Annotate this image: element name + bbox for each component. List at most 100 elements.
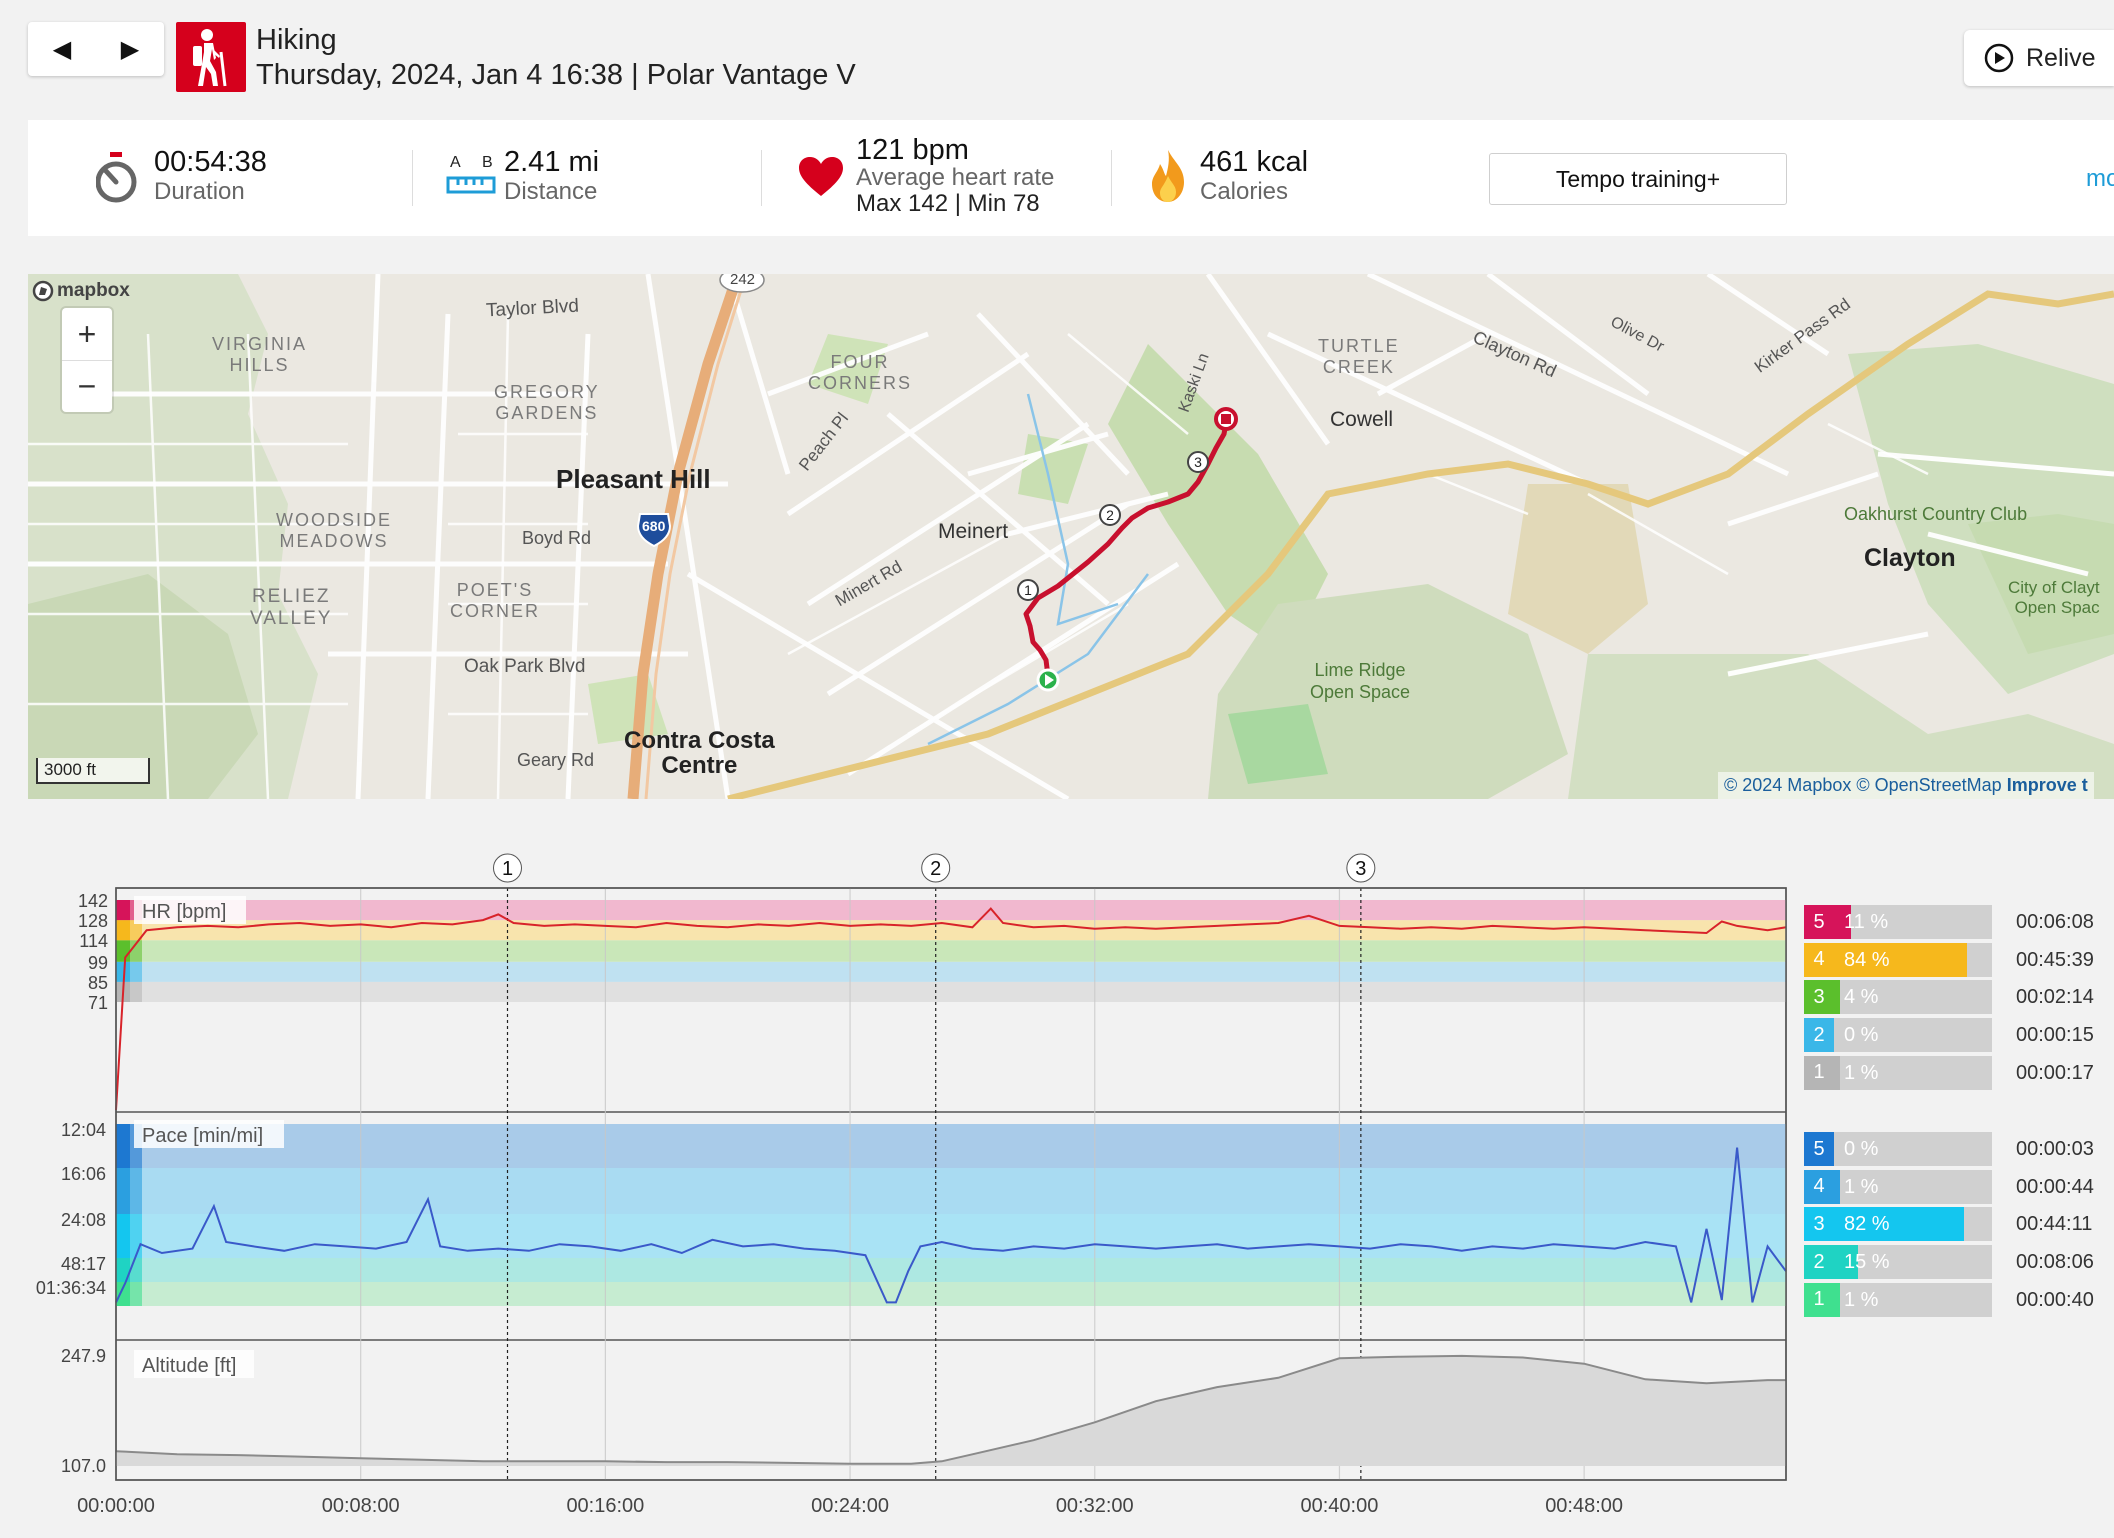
pace-zone-marker: [130, 1258, 142, 1282]
activity-charts[interactable]: 00:00:00 00:08:00 00:16:00 00:24:00 00:32:00…: [28, 846, 1800, 1536]
hr-zone-number: 4: [1804, 942, 1834, 977]
hr-zone-row: 1 1 % 00:00:17: [1804, 1055, 2114, 1090]
pace-zone-marker: [116, 1168, 130, 1214]
map-label: FOUR CORNERS: [808, 352, 913, 393]
pace-zone-row: 2 15 % 00:08:06: [1804, 1245, 2114, 1280]
improve-link[interactable]: Improve t: [2006, 775, 2088, 795]
pace-zone-time: 00:00:03: [2016, 1138, 2094, 1160]
pace-zone-percent: 15 %: [1844, 1251, 1890, 1274]
hr-zone-marker: [130, 961, 142, 982]
attribution-text[interactable]: © 2024 Mapbox © OpenStreetMap: [1724, 775, 2002, 795]
pace-zone-marker: [130, 1214, 142, 1258]
more-link[interactable]: mo: [2086, 165, 2114, 192]
map-base: [28, 274, 2114, 799]
lap-marker[interactable]: 1: [1017, 579, 1039, 601]
calories-value: 461 kcal: [1200, 146, 1309, 178]
lap-circle: [493, 853, 523, 883]
hr-zone-bar-bg: [1834, 1055, 1992, 1090]
hr-title: HR [bpm]: [142, 901, 226, 923]
next-arrow-icon: ▶: [120, 35, 140, 63]
activity-nav: ◀ ▶: [28, 22, 164, 76]
hr-value: 121 bpm: [856, 134, 969, 166]
hr-zone-marker: [130, 920, 142, 941]
pace-zone-percent: 1 %: [1844, 1288, 1879, 1311]
pace-zone-percent: 1 %: [1844, 1175, 1879, 1198]
pace-zone-bar-fill: [1834, 1282, 1840, 1317]
pace-zone-number: 5: [1804, 1132, 1834, 1166]
previous-activity-button[interactable]: ◀: [28, 22, 96, 76]
hr-zone-bar-bg: [1834, 1018, 1992, 1053]
pace-zone-band: [116, 1214, 1786, 1258]
x-tick-label: 00:32:00: [1056, 1495, 1134, 1517]
pace-zone-band: [116, 1258, 1786, 1282]
duration-label: Duration: [154, 178, 245, 205]
pace-zone-percent: 82 %: [1844, 1213, 1890, 1236]
relive-button[interactable]: Relive: [1964, 30, 2114, 86]
pace-title-bg: [134, 1120, 284, 1148]
hr-zone-percent: 84 %: [1844, 948, 1890, 971]
training-benefit-button[interactable]: Tempo training+: [1489, 153, 1787, 205]
altitude-y-tick: 107.0: [61, 1456, 106, 1476]
pace-zone-row: 1 1 % 00:00:40: [1804, 1282, 2114, 1317]
pace-zone-bar-fill: [1834, 1169, 1840, 1204]
lap-label: 1: [502, 858, 513, 880]
hr-zone-row: 4 84 % 00:45:39: [1804, 942, 2114, 977]
map-label: POET'S CORNER: [450, 580, 541, 621]
flame-icon: [1152, 150, 1184, 202]
divider: [412, 150, 413, 206]
prev-arrow-icon: ◀: [52, 35, 72, 63]
x-tick-label: 00:24:00: [811, 1495, 889, 1517]
hiking-icon: [176, 22, 246, 92]
hr-zone-bar-bg: [1834, 980, 1992, 1015]
pace-zone-marker: [116, 1258, 130, 1282]
map-attribution: © 2024 Mapbox © OpenStreetMap Improve t: [1718, 772, 2094, 799]
hr-label: Average heart rate: [856, 164, 1055, 191]
pace-title: Pace [min/mi]: [142, 1125, 263, 1147]
map-label: 242: [730, 274, 756, 288]
hr-y-tick: 99: [88, 953, 108, 973]
pace-zone-time: 00:00:40: [2016, 1288, 2094, 1311]
heart-icon: [799, 157, 843, 196]
lap-marker[interactable]: 2: [1099, 504, 1121, 526]
pace-y-tick: 24:08: [61, 1210, 106, 1230]
next-activity-button[interactable]: ▶: [96, 22, 164, 76]
divider: [761, 150, 762, 206]
hr-zone-number: 2: [1804, 1018, 1834, 1053]
zoom-in-button[interactable]: +: [77, 315, 97, 352]
hr-zone-row: 5 11 % 00:06:08: [1804, 905, 2114, 939]
hr-zone-time: 00:06:08: [2016, 911, 2094, 933]
map-label: Boyd Rd: [522, 528, 592, 548]
hr-zone-time: 00:02:14: [2016, 986, 2094, 1009]
calories-label: Calories: [1200, 178, 1289, 205]
pace-zone-marker: [116, 1282, 130, 1306]
map-label: WOODSIDE MEADOWS: [276, 510, 393, 551]
mapbox-logo[interactable]: mapbox: [32, 280, 130, 302]
zoom-out-button[interactable]: −: [62, 360, 112, 412]
pace-zone-time: 00:44:11: [2016, 1213, 2093, 1236]
lap-circle: [1346, 853, 1376, 883]
route-map[interactable]: 1 2 3 242 680 Taylor Blvd VIRGINIA HILLS…: [28, 274, 2114, 799]
hr-zone-time: 00:45:39: [2016, 948, 2094, 971]
pace-y-tick: 48:17: [61, 1254, 106, 1274]
hr-zone-percent: 0 %: [1844, 1024, 1879, 1047]
map-label: VIRGINIA HILLS: [212, 334, 308, 375]
x-tick-label: 00:40:00: [1301, 1495, 1379, 1517]
hr-series-line: [115, 907, 1787, 1111]
hr-zone-marker: [116, 900, 130, 921]
lap-marker[interactable]: 3: [1187, 451, 1209, 473]
hr-zone-time: 00:00:15: [2016, 1024, 2094, 1047]
sport-title: Hiking: [256, 24, 337, 56]
map-label: Lime Ridge Open Space: [1310, 660, 1411, 702]
hr-zone-band: [116, 961, 1786, 982]
map-label: Clayton: [1864, 544, 1956, 572]
pace-zone-row: 3 82 % 00:44:11: [1804, 1207, 2114, 1242]
altitude-title-bg: [134, 1350, 254, 1378]
hr-zone-marker: [116, 920, 130, 941]
pace-zone-number: 3: [1804, 1207, 1834, 1242]
hr-zone-time: 00:00:17: [2016, 1061, 2094, 1084]
pace-zone-bar-fill: [1834, 1207, 1964, 1242]
hr-zone-marker: [116, 940, 130, 962]
chart-frame-outline: [115, 887, 1787, 1481]
hr-zone-bar-fill: [1834, 905, 1852, 939]
hr-y-tick: 114: [79, 931, 108, 951]
